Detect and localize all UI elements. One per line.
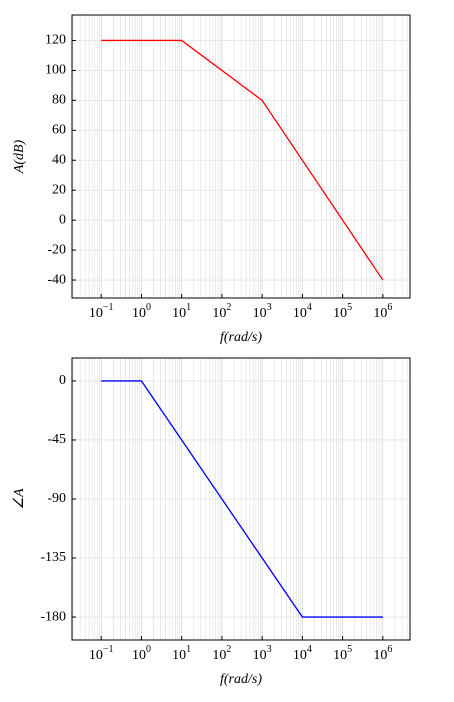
- y-axis-label: ∠A: [12, 488, 27, 510]
- tick-base: 10: [89, 306, 103, 321]
- x-tick-label: 106: [373, 644, 392, 663]
- x-tick-label: 104: [293, 644, 312, 663]
- tick-base: 10: [212, 648, 226, 663]
- tick-exponent: −1: [103, 302, 114, 313]
- tick-exponent: 4: [307, 644, 312, 655]
- tick-exponent: 2: [226, 302, 231, 313]
- plot-frame: [71, 357, 411, 641]
- y-tick-label: 60: [52, 123, 66, 138]
- tick-base: 10: [253, 306, 267, 321]
- y-tick-label: 120: [45, 33, 66, 48]
- data-line: [101, 380, 383, 618]
- x-tick-label: 104: [293, 302, 312, 321]
- tick-base: 10: [253, 648, 267, 663]
- plot-frame: [71, 14, 411, 299]
- tick-base: 10: [333, 306, 347, 321]
- x-tick-label: 10−1: [89, 644, 114, 663]
- y-tick-label: 20: [52, 182, 66, 197]
- tick-exponent: 5: [347, 644, 352, 655]
- data-line: [101, 39, 384, 281]
- tick-base: 10: [333, 648, 347, 663]
- tick-exponent: 6: [387, 302, 392, 313]
- tick-base: 10: [89, 648, 103, 663]
- x-axis-label: f(rad/s): [220, 672, 262, 687]
- x-tick-label: 101: [172, 644, 191, 663]
- x-tick-label: 105: [333, 302, 352, 321]
- tick-base: 10: [293, 648, 307, 663]
- tick-exponent: 5: [347, 302, 352, 313]
- plot: 10−1 100 101 102 103 104 105 106-40-20020406080…: [12, 14, 411, 345]
- x-tick-label: 103: [253, 302, 272, 321]
- x-tick-label: 10−1: [89, 302, 114, 321]
- tick-exponent: 1: [186, 644, 191, 655]
- x-tick-label: 101: [172, 302, 191, 321]
- y-axis-label: A(dB): [12, 139, 27, 174]
- tick-exponent: 6: [387, 644, 392, 655]
- x-axis-label: f(rad/s): [220, 330, 262, 345]
- tick-base: 10: [373, 648, 387, 663]
- tick-exponent: 3: [267, 644, 272, 655]
- y-tick-label: -40: [47, 272, 66, 287]
- tick-base: 10: [132, 306, 146, 321]
- tick-base: 10: [212, 306, 226, 321]
- y-tick-label: 0: [59, 373, 66, 388]
- plot: 10−1 100 101 102 103 104 105 106-180-135-90-450…: [12, 357, 411, 687]
- y-tick-label: -180: [40, 609, 66, 624]
- y-tick-label: -90: [47, 491, 66, 506]
- tick-exponent: −1: [103, 644, 114, 655]
- tick-exponent: 0: [146, 644, 151, 655]
- y-tick-label: -20: [47, 242, 66, 257]
- x-tick-label: 103: [253, 644, 272, 663]
- tick-exponent: 2: [226, 644, 231, 655]
- tick-base: 10: [172, 648, 186, 663]
- x-tick-label: 102: [212, 644, 231, 663]
- tick-exponent: 0: [146, 302, 151, 313]
- tick-exponent: 4: [307, 302, 312, 313]
- x-tick-label: 102: [212, 302, 231, 321]
- x-tick-label: 106: [373, 302, 392, 321]
- y-tick-label: 0: [59, 212, 66, 227]
- y-tick-label: -135: [40, 550, 66, 565]
- tick-base: 10: [373, 306, 387, 321]
- tick-base: 10: [293, 306, 307, 321]
- x-tick-label: 105: [333, 644, 352, 663]
- y-tick-label: 80: [52, 93, 66, 108]
- x-tick-label: 100: [132, 302, 151, 321]
- y-tick-label: -45: [47, 432, 66, 447]
- tick-base: 10: [132, 648, 146, 663]
- y-tick-label: 40: [52, 152, 66, 167]
- y-tick-label: 100: [45, 63, 66, 78]
- x-tick-label: 100: [132, 644, 151, 663]
- tick-exponent: 1: [186, 302, 191, 313]
- tick-exponent: 3: [267, 302, 272, 313]
- tick-base: 10: [172, 306, 186, 321]
